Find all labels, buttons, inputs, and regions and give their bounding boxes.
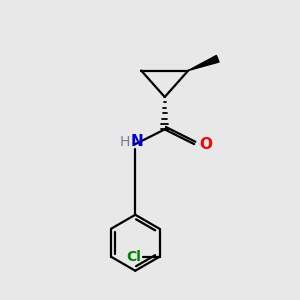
Text: Cl: Cl [126, 250, 141, 264]
Text: O: O [200, 136, 212, 152]
Polygon shape [188, 56, 219, 70]
Text: H: H [120, 135, 130, 149]
Text: N: N [130, 134, 143, 149]
